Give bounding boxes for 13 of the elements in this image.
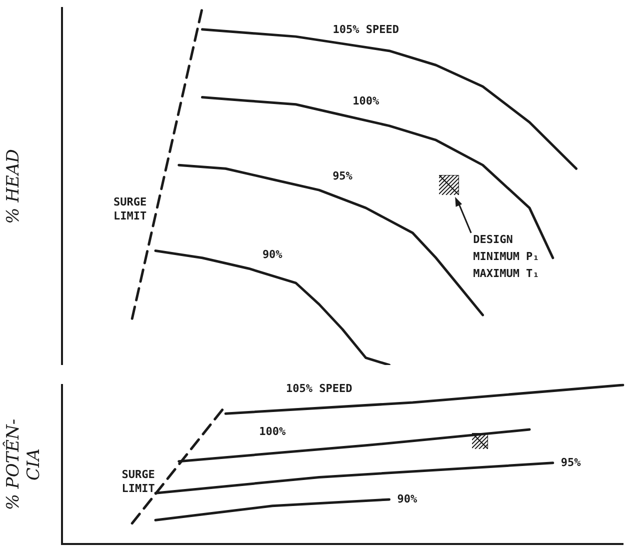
series-label: 95% [332,169,353,182]
annotation: DESIGN MINIMUM P₁ MAXIMUM T₁ [473,232,540,282]
series-label: 100% [352,94,380,108]
series-label: 90% [397,492,418,506]
y-axis-title: % POTÊN-CIA [2,418,44,510]
series-label: SURGE LIMIT [114,196,148,223]
y-axis-title: % HEAD [4,148,24,224]
series-label: 100% [259,424,286,438]
series-label: 105% SPEED [332,23,400,36]
series-label: 95% [560,456,582,469]
series-label: 90% [262,248,283,261]
series-label: SURGE LIMIT [122,468,156,496]
series-label: 105% SPEED [286,382,353,395]
